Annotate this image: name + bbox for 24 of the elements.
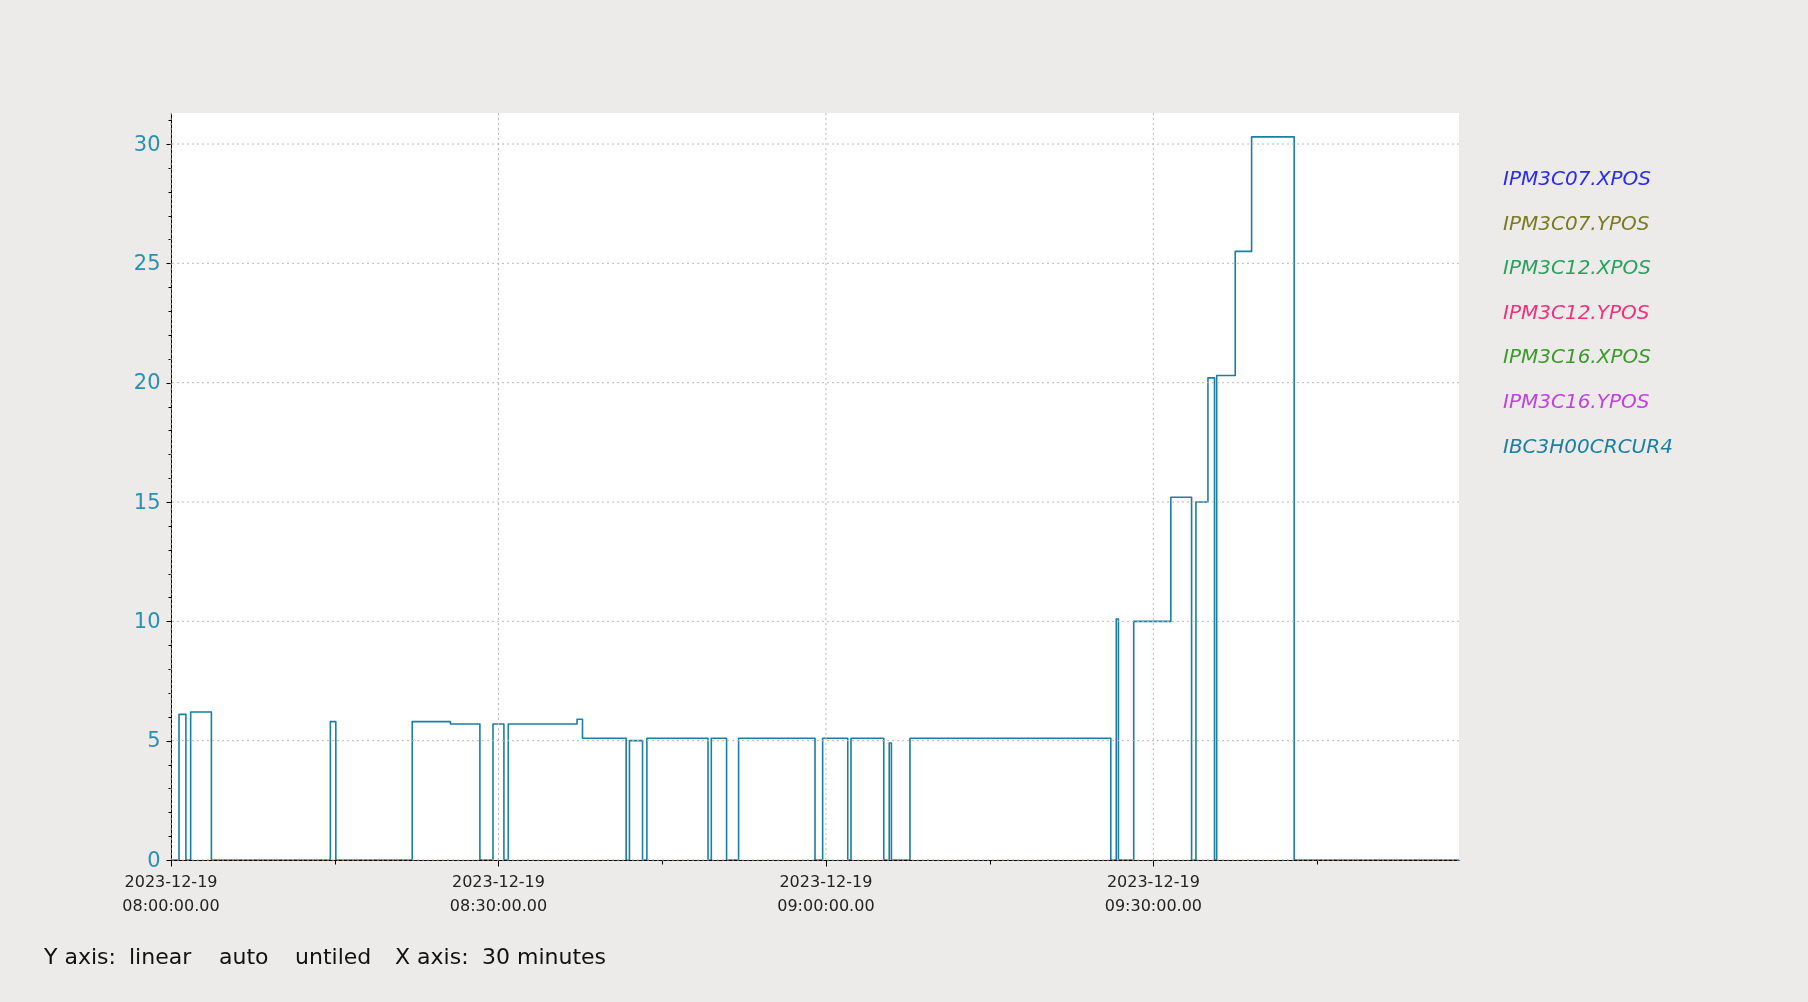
legend-label: IPM3C07.YPOS	[1503, 210, 1650, 235]
x-tick-label: 2023-12-19 08:00:00.00	[122, 872, 220, 915]
x-tick-label: 2023-12-19 08:30:00.00	[449, 872, 548, 915]
text: untiled	[295, 944, 372, 969]
y-tick-label: 5	[147, 728, 161, 753]
text: linear	[129, 944, 193, 969]
legend-label: IPM3C12.YPOS	[1503, 299, 1650, 324]
y-tick-label: 10	[133, 608, 161, 633]
x-tick-label: 2023-12-19 09:00:00.00	[777, 872, 875, 915]
y-tick-label: 0	[147, 847, 161, 872]
y-tick-label: 30	[133, 131, 161, 156]
text: IBC3H00CRCUR4	[1503, 433, 1673, 458]
text: Y axis:	[43, 944, 116, 969]
x-tick-label: 2023-12-19 09:30:00.00	[1104, 872, 1203, 915]
text: 30 minutes	[482, 944, 607, 969]
text: X axis:	[395, 944, 469, 969]
y-tick-label: 25	[133, 250, 161, 275]
legend-label: IPM3C16.XPOS	[1503, 344, 1652, 369]
text: auto	[219, 944, 269, 969]
legend-label: IPM3C16.YPOS	[1503, 389, 1650, 413]
y-tick-label: 20	[133, 370, 161, 395]
legend-label: IPM3C07.XPOS	[1503, 166, 1652, 190]
legend-label: IPM3C12.XPOS	[1503, 255, 1652, 280]
y-tick-label: 15	[133, 489, 161, 514]
